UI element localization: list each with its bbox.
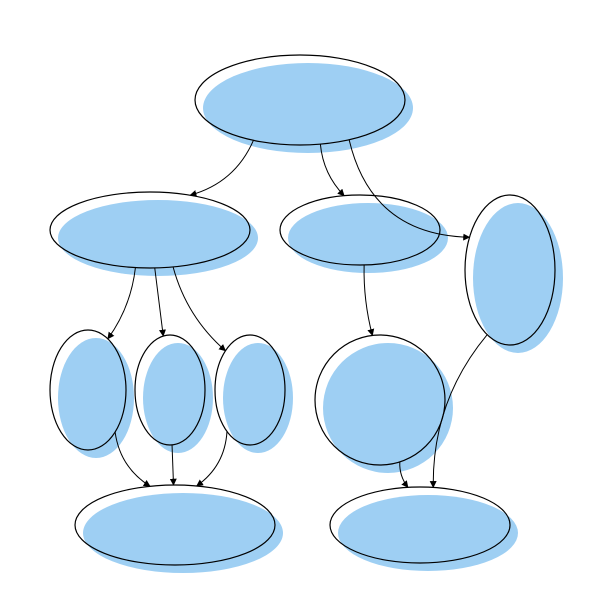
edge-l2b-l3d — [364, 265, 372, 335]
node-layer — [50, 55, 555, 565]
edge-root-l2a — [190, 140, 253, 195]
node-l3d — [315, 335, 445, 465]
node-l3a — [50, 330, 126, 450]
edge-l3c-l4a — [197, 431, 227, 486]
node-root — [195, 55, 405, 145]
edge-l2a-l3b — [155, 268, 164, 336]
node-l4b — [330, 487, 510, 563]
node-l2a — [50, 192, 250, 268]
node-l3b — [135, 335, 205, 445]
node-l2c — [465, 195, 555, 345]
edge-l2a-l3a — [108, 268, 136, 339]
node-l4a — [75, 485, 275, 565]
tree-diagram — [0, 0, 600, 600]
node-l2b — [280, 195, 440, 265]
node-l3c — [215, 335, 285, 445]
